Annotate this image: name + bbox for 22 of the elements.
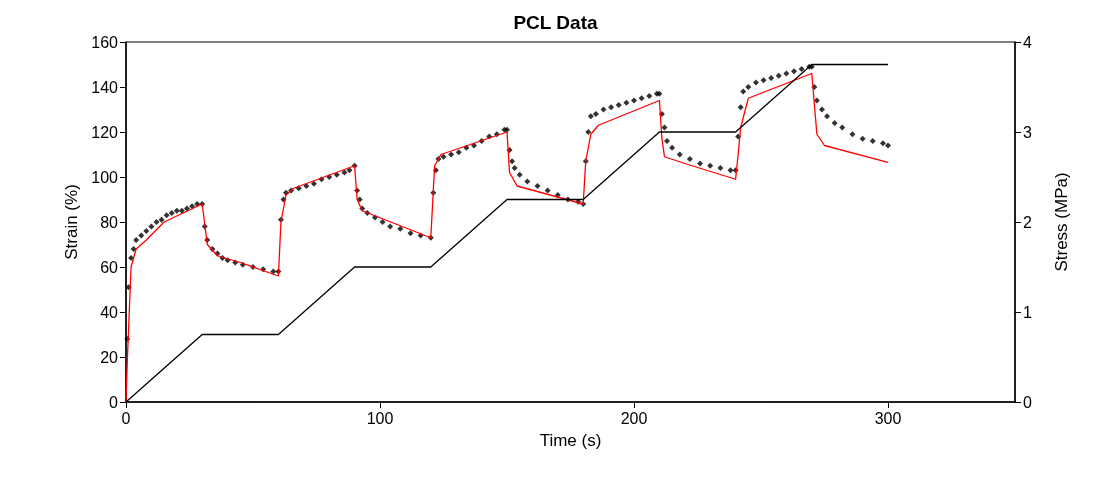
y-tick-label: 20 <box>100 348 119 366</box>
x-tick-label: 300 <box>874 409 902 427</box>
x-tick-label: 0 <box>121 409 131 427</box>
y2-tick-label: 4 <box>1023 33 1032 51</box>
y-tick-label: 140 <box>91 78 119 96</box>
y-tick-label: 100 <box>91 168 119 186</box>
y-tick-label: 80 <box>100 213 119 231</box>
y-tick-label: 60 <box>100 258 119 276</box>
y2-axis-title: Stress (MPa) <box>1052 172 1071 272</box>
y2-tick-label: 2 <box>1023 213 1032 231</box>
y2-tick-label: 1 <box>1023 303 1032 321</box>
chart-title: PCL Data <box>513 12 598 33</box>
y-tick-label: 0 <box>109 393 119 411</box>
x-axis-title: Time (s) <box>539 431 602 450</box>
y-tick-label: 120 <box>91 123 119 141</box>
y2-tick-label: 0 <box>1023 393 1032 411</box>
y-axis-title: Strain (%) <box>62 184 82 260</box>
y2-tick-label: 3 <box>1023 123 1032 141</box>
x-tick-label: 100 <box>366 409 394 427</box>
y-tick-label: 160 <box>91 33 119 51</box>
x-tick-label: 200 <box>620 409 648 427</box>
y-tick-label: 40 <box>100 303 119 321</box>
